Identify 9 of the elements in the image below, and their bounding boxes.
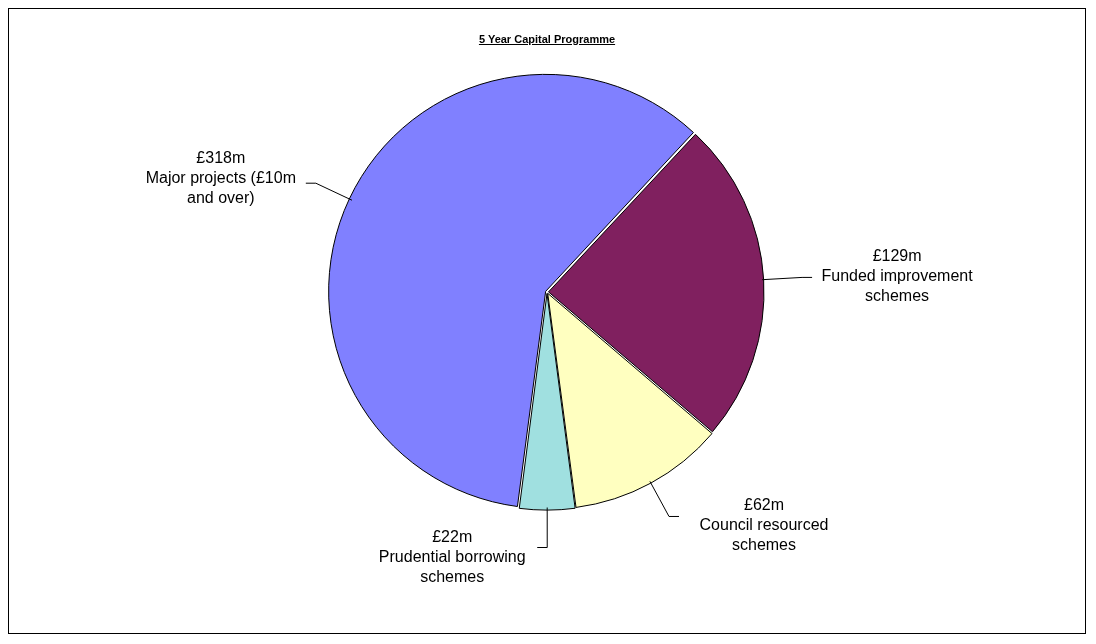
- slice-label: Major projects (£10m and over): [145, 169, 296, 207]
- slice-label: Funded improvement schemes: [821, 267, 974, 305]
- data-label: £318m: [196, 149, 246, 167]
- slice-label: Prudential borrowing schemes: [378, 547, 526, 585]
- data-label: £129m: [872, 247, 922, 265]
- chart-title: 5 Year Capital Programme: [477, 32, 617, 47]
- slice-label: Council resourced schemes: [699, 515, 829, 553]
- data-label: £22m: [432, 527, 473, 545]
- data-label: £62m: [744, 495, 785, 513]
